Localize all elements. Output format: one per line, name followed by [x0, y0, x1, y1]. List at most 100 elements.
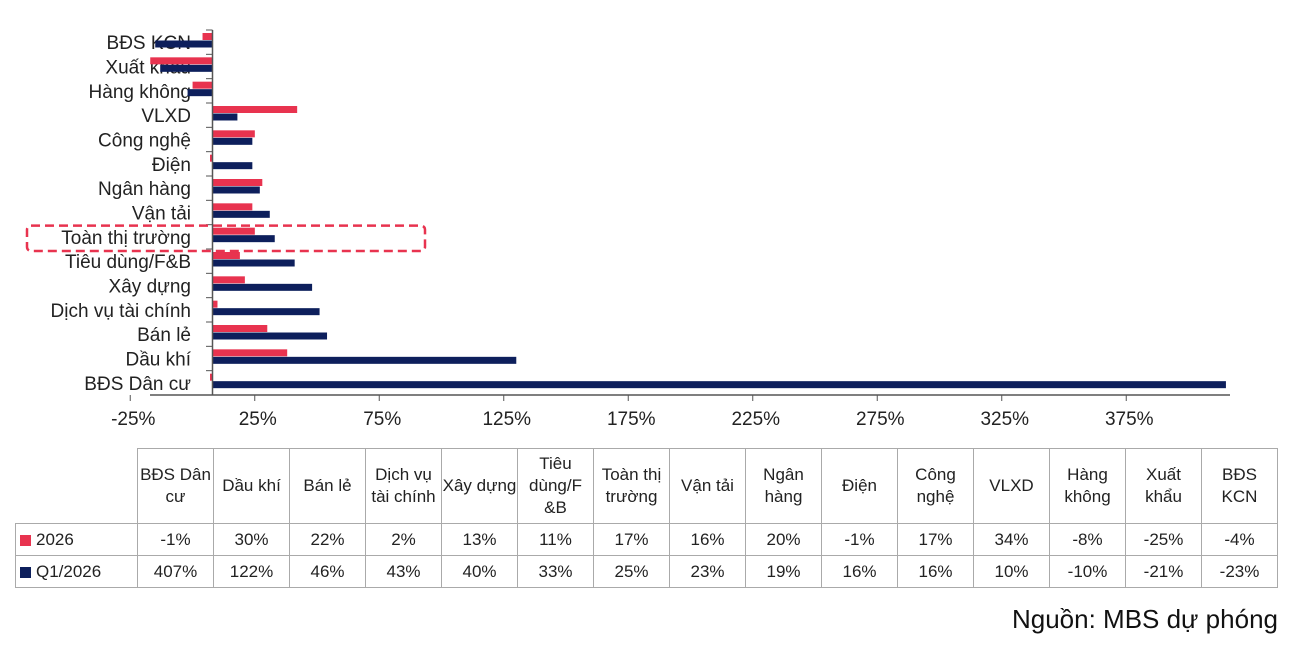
- bar-q1-2026: [212, 308, 320, 316]
- table-header: Điện: [821, 448, 898, 524]
- table-cell: 23%: [669, 555, 746, 588]
- category-label: Ngân hàng: [98, 179, 191, 200]
- table-cell: 22%: [289, 523, 366, 556]
- table-header: Xây dựng: [441, 448, 518, 524]
- table-header: BĐS Dân cư: [137, 448, 214, 524]
- bar-q1-2026: [212, 113, 238, 121]
- bar-2026: [202, 33, 213, 40]
- bar-2026: [212, 300, 218, 308]
- bar-2026: [210, 154, 213, 162]
- table-header: Toàn thị trường: [593, 448, 670, 524]
- table-cell: 20%: [745, 523, 822, 556]
- table-header: Bán lẻ: [289, 448, 366, 524]
- x-tick-label: 375%: [1105, 409, 1154, 430]
- table-cell: 11%: [517, 523, 594, 556]
- bar-2026: [212, 130, 255, 138]
- bar-2026: [210, 373, 213, 381]
- table-cell: 2%: [365, 523, 442, 556]
- table-header: Vận tải: [669, 448, 746, 524]
- table-cell: 16%: [669, 523, 746, 556]
- table-cell: -4%: [1201, 523, 1278, 556]
- table-cell: 16%: [821, 555, 898, 588]
- table-cell: -25%: [1125, 523, 1202, 556]
- series-name: Q1/2026: [36, 561, 102, 581]
- category-label: VLXD: [141, 106, 191, 127]
- bar-q1-2026: [212, 186, 260, 194]
- table-cell: 30%: [213, 523, 290, 556]
- table-header: Hàng không: [1049, 448, 1126, 524]
- table-cell: -1%: [821, 523, 898, 556]
- category-label: Điện: [152, 155, 191, 176]
- bar-2026: [212, 179, 263, 186]
- bar-q1-2026: [212, 235, 275, 243]
- bar-2026: [212, 106, 298, 113]
- table-cell: 25%: [593, 555, 670, 588]
- table-header: Tiêu dùng/F &B: [517, 448, 594, 524]
- bar-2026: [212, 276, 245, 284]
- bar-q1-2026: [212, 137, 253, 145]
- x-tick-label: 325%: [980, 409, 1029, 430]
- category-label: Tiêu dùng/F&B: [65, 252, 191, 273]
- bar-2026: [212, 325, 268, 332]
- bar-q1-2026: [212, 210, 270, 218]
- category-label: BĐS KCN: [107, 33, 191, 54]
- table-cell: -21%: [1125, 555, 1202, 588]
- table-cell: -23%: [1201, 555, 1278, 588]
- x-tick-label: 225%: [731, 409, 780, 430]
- category-label: Dầu khí: [126, 350, 192, 371]
- bar-2026: [192, 81, 213, 89]
- bar-q1-2026: [212, 356, 517, 364]
- table-cell: 13%: [441, 523, 518, 556]
- bar-q1-2026: [212, 259, 295, 267]
- table-cell: 122%: [213, 555, 290, 588]
- table-cell: 16%: [897, 555, 974, 588]
- category-label: Bán lẻ: [137, 325, 191, 346]
- source-note: Nguồn: MBS dự phóng: [1011, 604, 1278, 634]
- bar-chart: BĐS Dân cư Dầu khí Bán lẻ Dịch vụ tài chính…: [25, 29, 1230, 430]
- table-header: BĐS KCN: [1201, 448, 1278, 524]
- x-tick-label: 275%: [856, 409, 905, 430]
- category-label: Xây dựng: [109, 277, 191, 298]
- table-cell: 19%: [745, 555, 822, 588]
- table-cell: 34%: [973, 523, 1050, 556]
- table-cell: -10%: [1049, 555, 1126, 588]
- bar-2026: [212, 203, 253, 211]
- bar-2026: [212, 349, 288, 357]
- table-cell: 46%: [289, 555, 366, 588]
- table-cell: 10%: [973, 555, 1050, 588]
- table-cell: 33%: [517, 555, 594, 588]
- bar-q1-2026: [187, 89, 213, 97]
- x-tick-label: 175%: [607, 409, 656, 430]
- category-label: Công nghệ: [98, 131, 191, 152]
- category-label: Dịch vụ tài chính: [51, 301, 191, 322]
- category-label: BĐS Dân cư: [84, 374, 191, 395]
- series-label: 2026: [15, 523, 138, 556]
- legend-swatch: [20, 566, 31, 578]
- category-label: Toàn thị trường: [61, 228, 191, 249]
- x-tick-label: 125%: [482, 409, 531, 430]
- bar-q1-2026: [160, 64, 213, 72]
- x-tick-label: 25%: [239, 409, 277, 430]
- table-header: Công nghệ: [897, 448, 974, 524]
- bar-q1-2026: [155, 40, 213, 48]
- table-header: Dầu khí: [213, 448, 290, 524]
- bar-q1-2026: [212, 162, 253, 170]
- table-header: VLXD: [973, 448, 1050, 524]
- series-name: 2026: [36, 529, 74, 549]
- table-corner: [15, 448, 138, 524]
- series-label: Q1/2026: [15, 555, 138, 588]
- x-tick-label: 75%: [363, 409, 401, 430]
- table-header: Dịch vụ tài chính: [365, 448, 442, 524]
- table-header: Ngân hàng: [745, 448, 822, 524]
- bar-q1-2026: [212, 283, 313, 291]
- bar-2026: [212, 252, 240, 259]
- table-cell: 17%: [897, 523, 974, 556]
- table-header: Xuất khẩu: [1125, 448, 1202, 524]
- table-cell: 40%: [441, 555, 518, 588]
- table-cell: -8%: [1049, 523, 1126, 556]
- bar-2026: [212, 227, 255, 235]
- table-cell: 407%: [137, 555, 214, 588]
- category-label: Hàng không: [89, 82, 191, 103]
- category-label: Vận tải: [132, 204, 191, 225]
- table-cell: 17%: [593, 523, 670, 556]
